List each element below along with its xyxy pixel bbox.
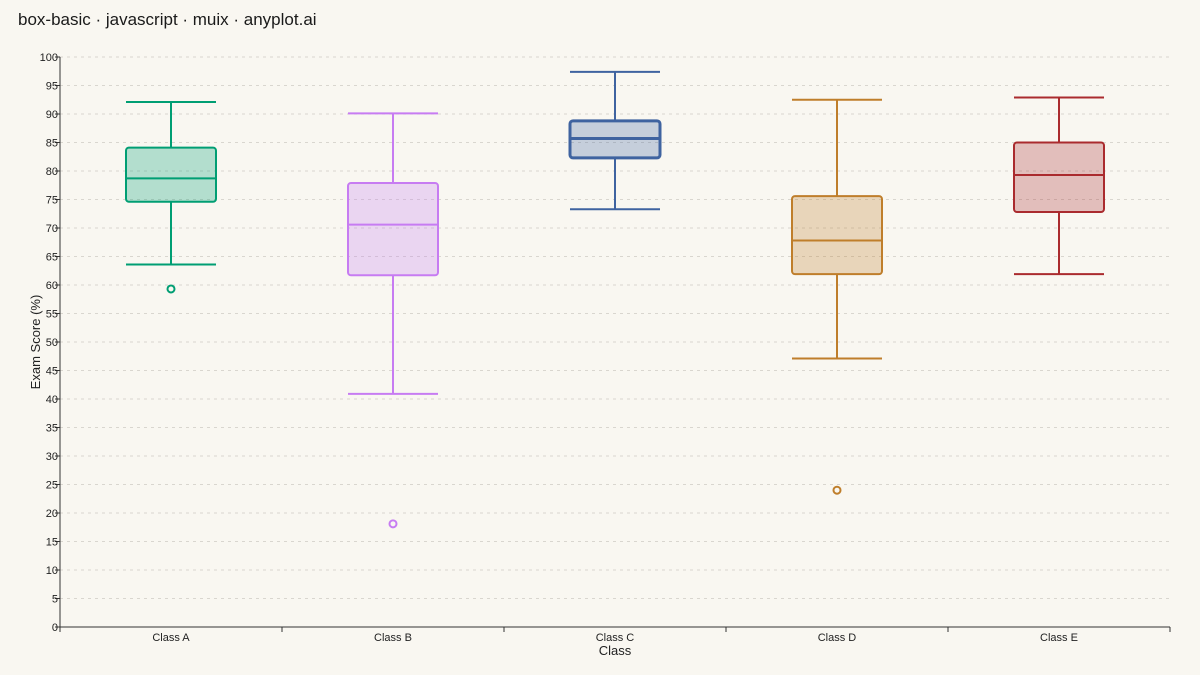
y-tick-label: 75	[46, 195, 58, 207]
y-tick-label: 65	[46, 252, 58, 264]
iqr-box	[125, 146, 217, 203]
y-tick-label: 85	[46, 138, 58, 150]
y-tick-label: 35	[46, 423, 58, 435]
y-tick-label: 45	[46, 366, 58, 378]
y-tick-label: 25	[46, 480, 58, 492]
x-axis-label: Class	[599, 643, 632, 658]
y-tick-label: 70	[46, 223, 58, 235]
y-tick-label: 40	[46, 394, 58, 406]
x-tick-label: Class A	[152, 632, 190, 644]
x-tick-label: Class C	[596, 632, 635, 644]
y-tick-label: 0	[52, 622, 58, 634]
outlier-point	[832, 485, 842, 495]
y-tick-label: 95	[46, 81, 58, 93]
y-axis-label: Exam Score (%)	[28, 295, 43, 390]
box-series	[125, 70, 1105, 529]
y-tick-label: 55	[46, 309, 58, 321]
x-axis: Class A Class B Class C Class D Class E	[59, 626, 1171, 644]
y-tick-label: 60	[46, 280, 58, 292]
x-tick-label: Class D	[818, 632, 857, 644]
y-tick-label: 20	[46, 508, 58, 520]
y-tick-label: 50	[46, 337, 58, 349]
grid-lines	[60, 56, 1170, 599]
iqr-box	[1013, 141, 1105, 214]
box-group	[791, 98, 883, 495]
y-tick-label: 10	[46, 565, 58, 577]
chart-title: box-basic · javascript · muix · anyplot.…	[18, 10, 317, 29]
x-tick-label: Class B	[374, 632, 412, 644]
box-group	[347, 112, 439, 529]
y-tick-label: 15	[46, 537, 58, 549]
outlier-point	[166, 284, 176, 294]
y-tick-label: 5	[52, 594, 58, 606]
y-tick-label: 100	[40, 52, 58, 64]
iqr-box	[791, 195, 883, 276]
y-axis: 0 5 10 15 20 25 30 35 40 45 50 55 60 65 70 75 80 85 90 95 10…	[40, 52, 61, 634]
iqr-box	[347, 181, 439, 277]
y-tick-label: 90	[46, 109, 58, 121]
y-tick-label: 30	[46, 451, 58, 463]
box-group	[1013, 96, 1105, 276]
y-tick-label: 80	[46, 166, 58, 178]
x-tick-label: Class E	[1040, 632, 1078, 644]
outlier-point	[388, 519, 398, 529]
box-group	[125, 101, 217, 294]
box-group	[568, 70, 662, 211]
